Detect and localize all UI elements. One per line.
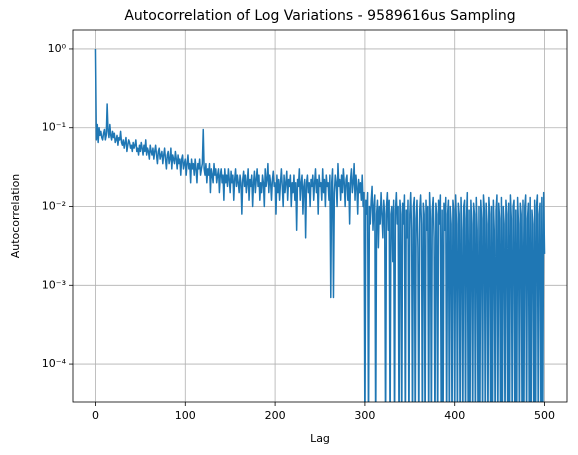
- plot-area: [94, 48, 546, 402]
- x-tick-label: 400: [444, 409, 465, 422]
- x-tick-label: 500: [534, 409, 555, 422]
- y-tick-label: 10⁻²: [42, 200, 66, 213]
- x-tick-label: 100: [175, 409, 196, 422]
- y-tick-label: 10⁻³: [42, 278, 66, 291]
- y-tick-label: 10⁻¹: [42, 121, 66, 134]
- data-line: [94, 48, 546, 402]
- x-tick-label: 200: [265, 409, 286, 422]
- x-axis-label: Lag: [310, 432, 330, 445]
- axes-frame: [72, 29, 568, 403]
- y-tick-label: 10⁰: [48, 42, 67, 55]
- y-tick-label: 10⁻⁴: [42, 357, 67, 370]
- chart-title: Autocorrelation of Log Variations - 9589…: [124, 8, 515, 24]
- x-tick-label: 0: [92, 409, 99, 422]
- y-axis-label: Autocorrelation: [9, 174, 22, 259]
- x-tick-label: 300: [354, 409, 375, 422]
